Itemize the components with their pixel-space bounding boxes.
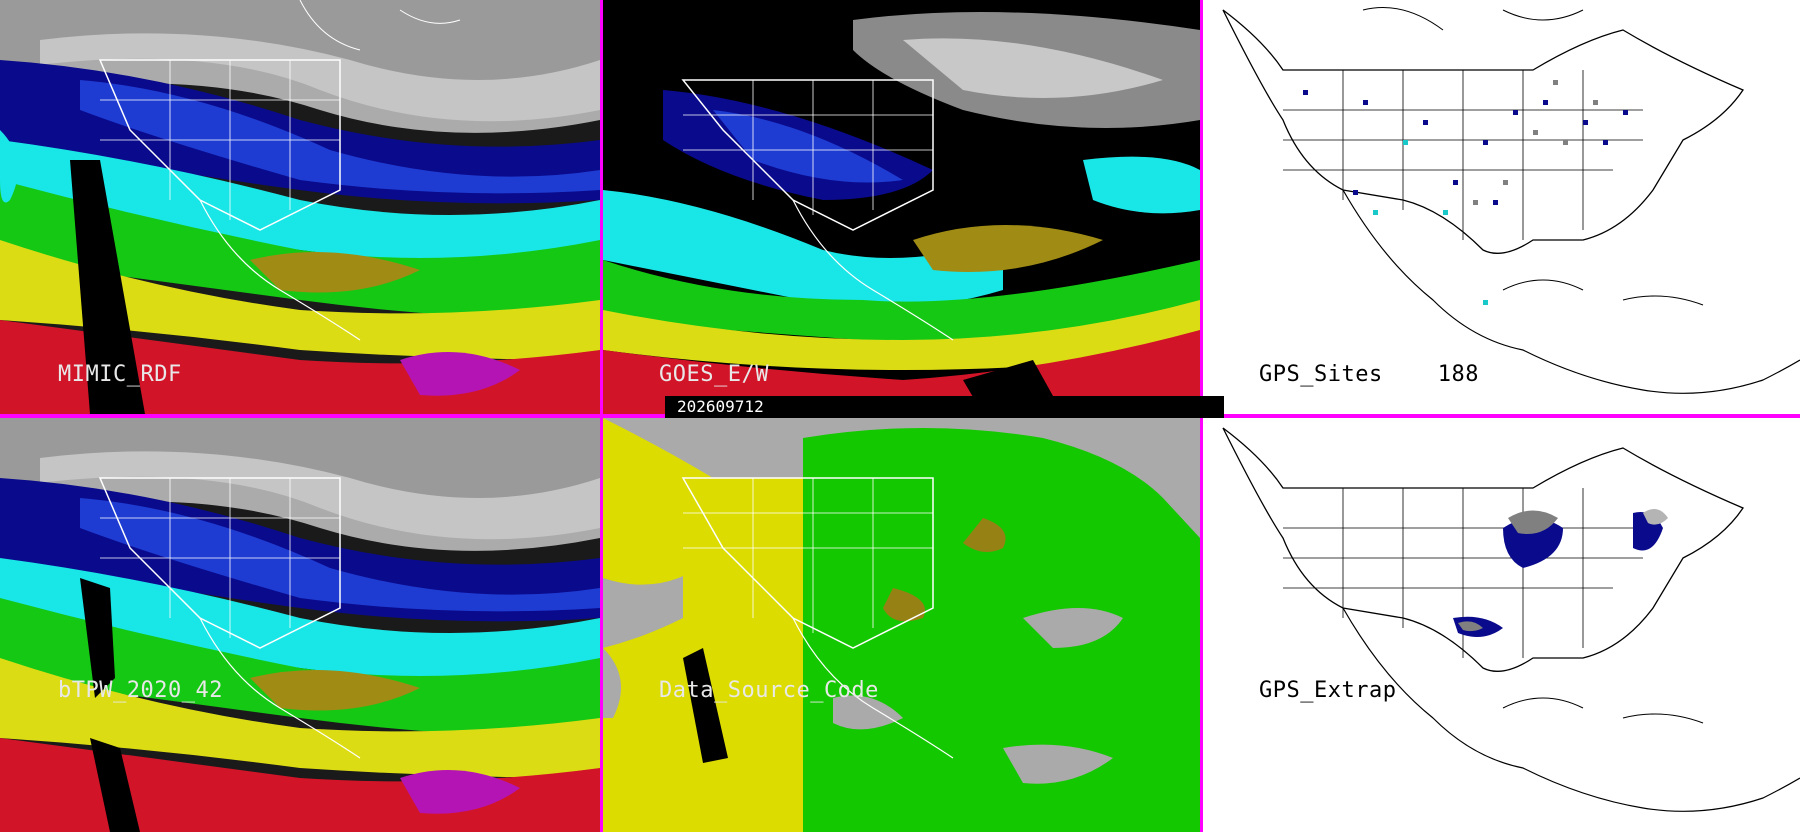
panel-label: GPS_Extrap [1259,678,1397,703]
station-map [1203,418,1800,832]
tpw-map [603,0,1200,414]
data-source-map [603,418,1200,832]
timestamp-bar: 202609712 [665,396,1224,418]
panel-gps-extrap: GPS_Extrap [1203,418,1800,832]
station-map [1203,0,1800,414]
panel-label: GOES_E/W [659,362,769,387]
gps-sites-label: GPS_Sites [1259,362,1383,387]
panel-label: GPS_Sites 188 [1259,362,1479,387]
panel-btpw: bTPW_2020_42 [0,418,600,832]
panel-data-source-code: Data_Source_Code [603,418,1200,832]
gps-sites-count: 188 [1437,362,1479,387]
panel-gps-sites: GPS_Sites 188 [1203,0,1800,414]
panel-label: MIMIC_RDF [58,362,182,387]
panel-goes-ew: GOES_E/W [603,0,1200,414]
panel-label: Data_Source_Code [659,678,879,703]
panel-label: bTPW_2020_42 [58,678,223,703]
tpw-map [0,418,600,832]
panel-mimic-rdf: MIMIC_RDF [0,0,600,414]
tpw-map [0,0,600,414]
